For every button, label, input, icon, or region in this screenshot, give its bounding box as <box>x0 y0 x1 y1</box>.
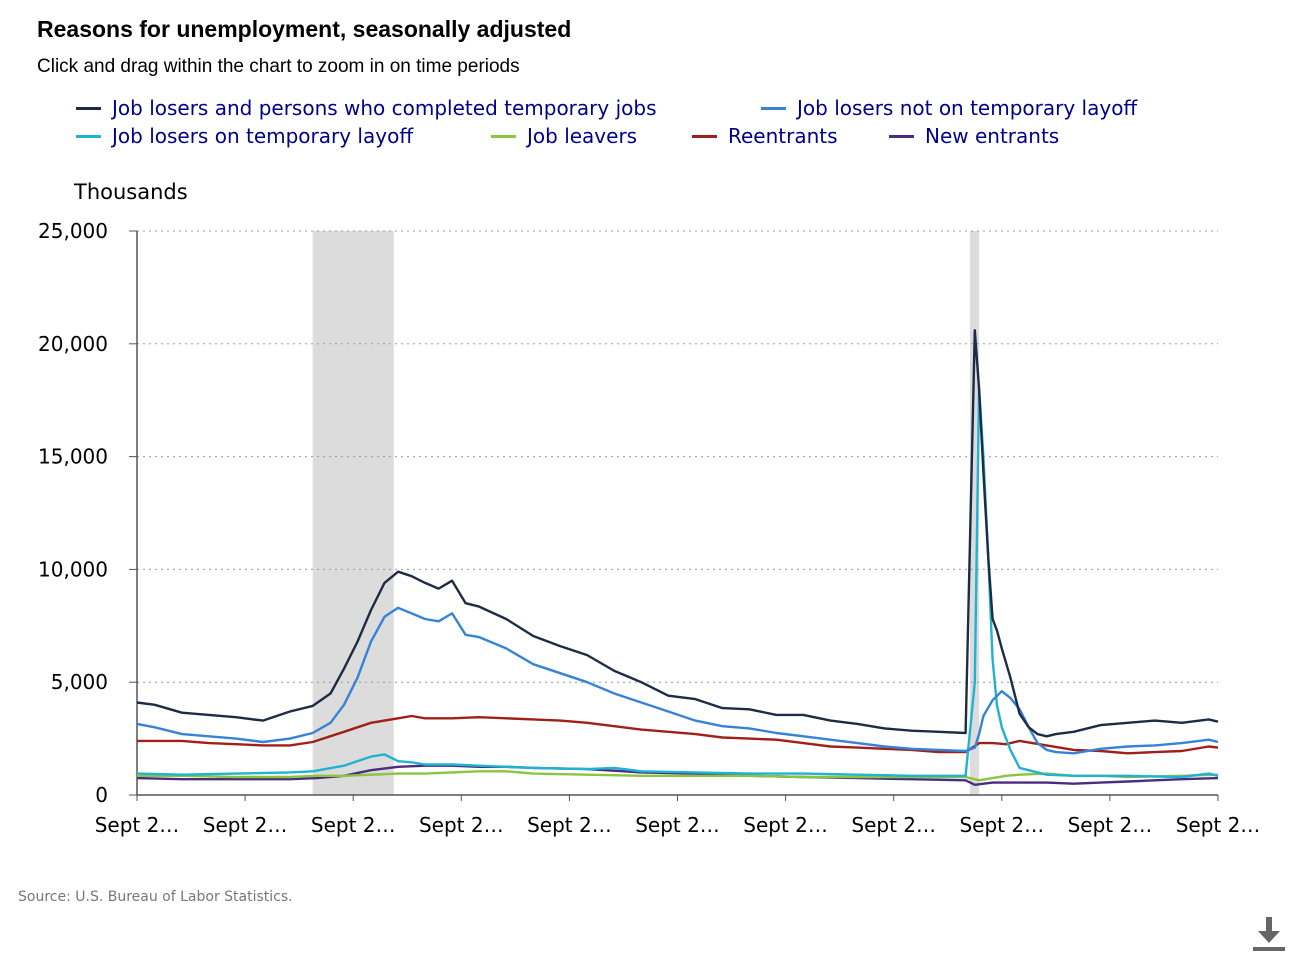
legend-swatch <box>889 134 914 138</box>
legend-swatch <box>76 106 101 110</box>
legend-item-job-losers-total[interactable]: Job losers and persons who completed tem… <box>76 96 656 120</box>
y-tick-label: 15,000 <box>38 445 108 469</box>
legend-item-new-entrants[interactable]: New entrants <box>889 124 1059 148</box>
x-tick-label: Sept 2… <box>635 813 720 837</box>
legend-swatch <box>761 106 786 110</box>
chart-title: Reasons for unemployment, seasonally adj… <box>37 16 572 42</box>
legend-swatch <box>491 134 516 138</box>
legend-label: Job leavers <box>527 124 638 148</box>
legend-swatch <box>692 134 717 138</box>
line-chart[interactable]: 0 5,000 10,000 15,000 20,000 25,000 Sept 2… Sep… <box>0 0 1292 860</box>
y-tick-label: 5,000 <box>51 670 108 694</box>
legend-swatch <box>76 134 101 138</box>
download-icon[interactable] <box>1249 913 1289 953</box>
x-tick-label: Sept 2… <box>743 813 828 837</box>
x-tick-label: Sept 2… <box>311 813 396 837</box>
recession-band <box>312 231 394 795</box>
x-tick-label: Sept 2… <box>527 813 612 837</box>
y-tick-label: 20,000 <box>38 332 108 356</box>
recession-band <box>969 231 980 795</box>
x-tick-label: Sept 2… <box>95 813 180 837</box>
legend-label: Job losers not on temporary layoff <box>797 96 1138 120</box>
chart-subtitle: Click and drag within the chart to zoom … <box>37 56 520 77</box>
legend-label: New entrants <box>925 124 1060 148</box>
legend-item-reentrants[interactable]: Reentrants <box>692 124 838 148</box>
series-line-job-losers-not-on-temporary-layoff <box>136 606 1219 755</box>
legend-item-not-temporary[interactable]: Job losers not on temporary layoff <box>761 96 1137 120</box>
source-note: Source: U.S. Bureau of Labor Statistics. <box>18 889 293 905</box>
y-tick-label: 10,000 <box>38 557 108 581</box>
y-tick-label: 25,000 <box>38 219 108 243</box>
legend-label: Job losers on temporary layoff <box>112 124 414 148</box>
legend-item-temporary-layoff[interactable]: Job losers on temporary layoff <box>76 124 413 148</box>
x-tick-label: Sept 2… <box>1176 813 1261 837</box>
x-tick-label: Sept 2… <box>851 813 936 837</box>
download-icon-glyph <box>1253 917 1285 951</box>
x-tick-label: Sept 2… <box>1068 813 1153 837</box>
x-tick-label: Sept 2… <box>419 813 504 837</box>
legend-label: Job losers and persons who completed tem… <box>112 96 657 120</box>
y-tick-label: 0 <box>95 783 108 807</box>
legend-label: Reentrants <box>728 124 838 148</box>
y-axis-label: Thousands <box>74 180 188 204</box>
legend-item-job-leavers[interactable]: Job leavers <box>491 124 637 148</box>
x-tick-label: Sept 2… <box>203 813 288 837</box>
x-tick-label: Sept 2… <box>959 813 1044 837</box>
series-line-job-losers-on-temporary-layoff <box>136 387 1219 779</box>
series-line-job-losers-and-persons-who-completed-temporary-jobs <box>136 329 1219 738</box>
